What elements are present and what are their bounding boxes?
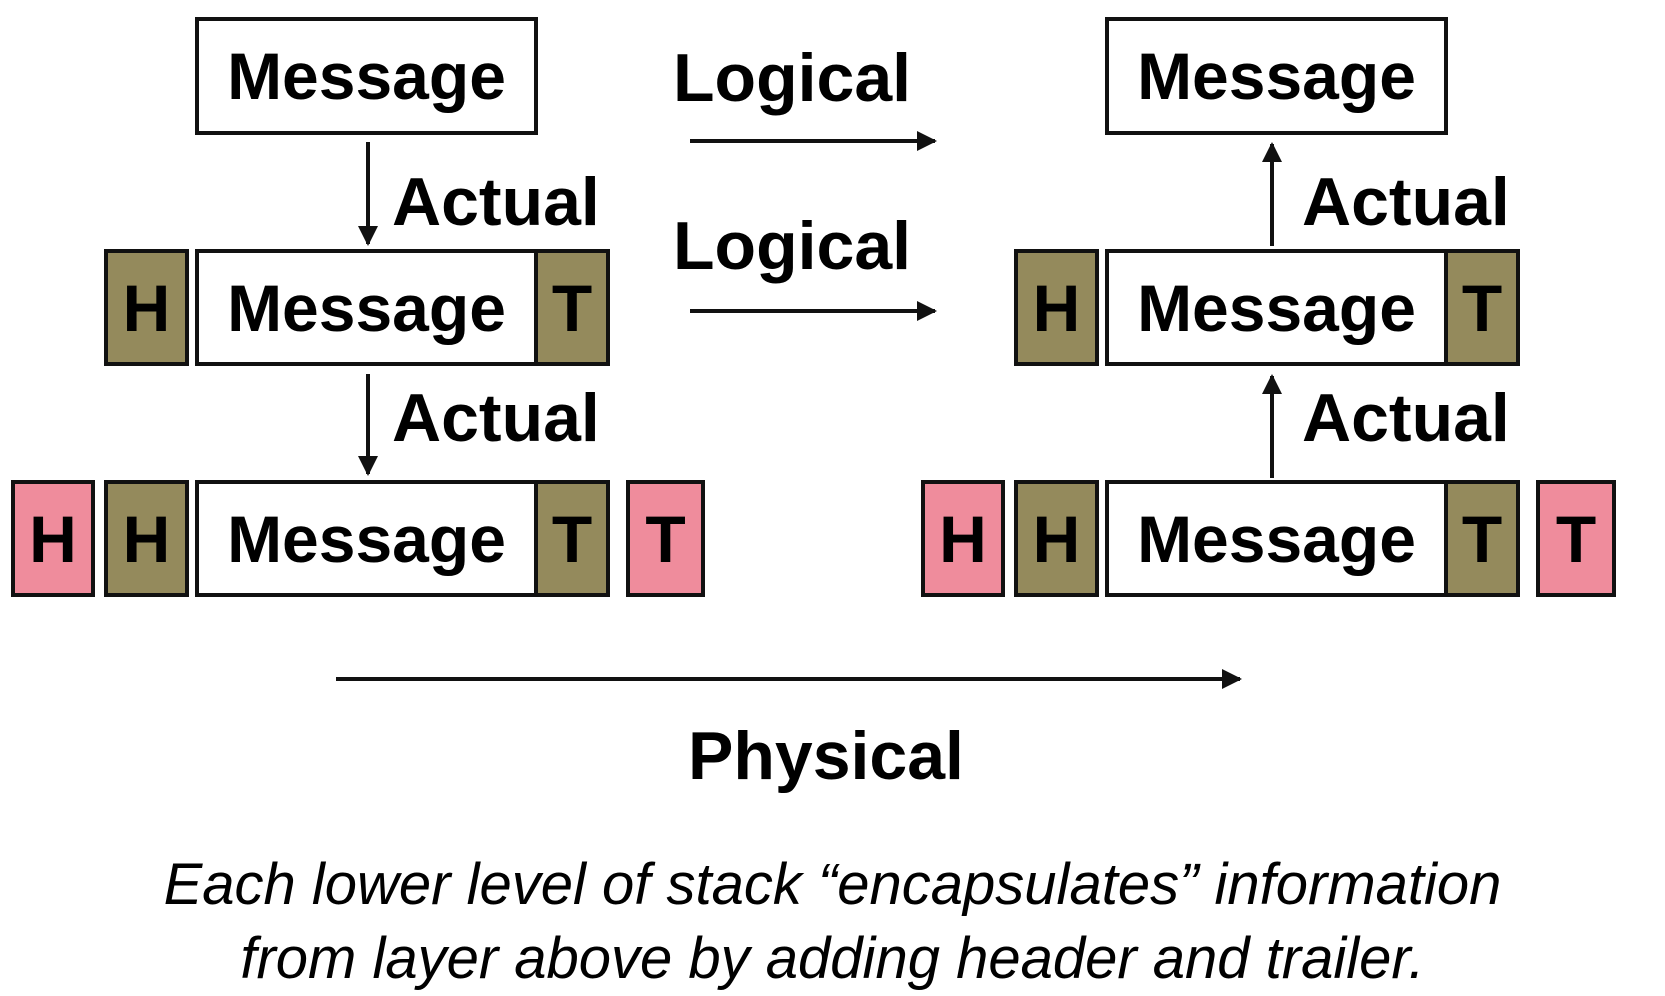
right-mid-trailer-box: T xyxy=(1444,249,1520,366)
right-top-message-box: Message xyxy=(1105,17,1448,135)
physical-label: Physical xyxy=(688,718,964,794)
actual-label-left-upper: Actual xyxy=(392,164,600,240)
message-text: Message xyxy=(227,39,506,113)
logical-label-lower: Logical xyxy=(673,208,912,284)
message-text: Message xyxy=(1137,39,1416,113)
logical-label-upper: Logical xyxy=(673,40,912,116)
actual-label-right-lower: Actual xyxy=(1302,380,1510,456)
right-bottom-outer-header-box: H xyxy=(921,480,1005,597)
right-bottom-message-box: Message xyxy=(1105,480,1448,597)
message-text: Message xyxy=(1137,270,1416,345)
message-text: Message xyxy=(1137,501,1416,576)
right-bottom-inner-header-box: H xyxy=(1014,480,1099,597)
left-bottom-outer-trailer-box: T xyxy=(626,480,705,597)
right-mid-header-box: H xyxy=(1014,249,1099,366)
caption-line-1: Each lower level of stack “encapsulates”… xyxy=(163,852,1502,917)
header-text: H xyxy=(122,270,171,345)
left-mid-message-box: Message xyxy=(195,249,538,366)
header-text: H xyxy=(122,501,171,576)
trailer-text: T xyxy=(1555,501,1597,576)
trailer-text: T xyxy=(551,501,593,576)
left-mid-trailer-box: T xyxy=(534,249,610,366)
caption-line-2: from layer above by adding header and tr… xyxy=(240,926,1425,991)
message-text: Message xyxy=(227,501,506,576)
actual-label-left-lower: Actual xyxy=(392,380,600,456)
left-bottom-inner-trailer-box: T xyxy=(534,480,610,597)
trailer-text: T xyxy=(1461,501,1503,576)
actual-label-right-upper: Actual xyxy=(1302,164,1510,240)
message-text: Message xyxy=(227,270,506,345)
right-mid-message-box: Message xyxy=(1105,249,1448,366)
trailer-text: T xyxy=(551,270,593,345)
header-text: H xyxy=(1032,270,1081,345)
left-mid-header-box: H xyxy=(104,249,189,366)
header-text: H xyxy=(29,501,77,576)
right-bottom-outer-trailer-box: T xyxy=(1536,480,1616,597)
left-bottom-outer-header-box: H xyxy=(11,480,95,597)
left-top-message-box: Message xyxy=(195,17,538,135)
header-text: H xyxy=(939,501,987,576)
header-text: H xyxy=(1032,501,1081,576)
trailer-text: T xyxy=(1461,270,1503,345)
left-bottom-inner-header-box: H xyxy=(104,480,189,597)
trailer-text: T xyxy=(645,501,686,576)
right-bottom-inner-trailer-box: T xyxy=(1444,480,1520,597)
left-bottom-message-box: Message xyxy=(195,480,538,597)
